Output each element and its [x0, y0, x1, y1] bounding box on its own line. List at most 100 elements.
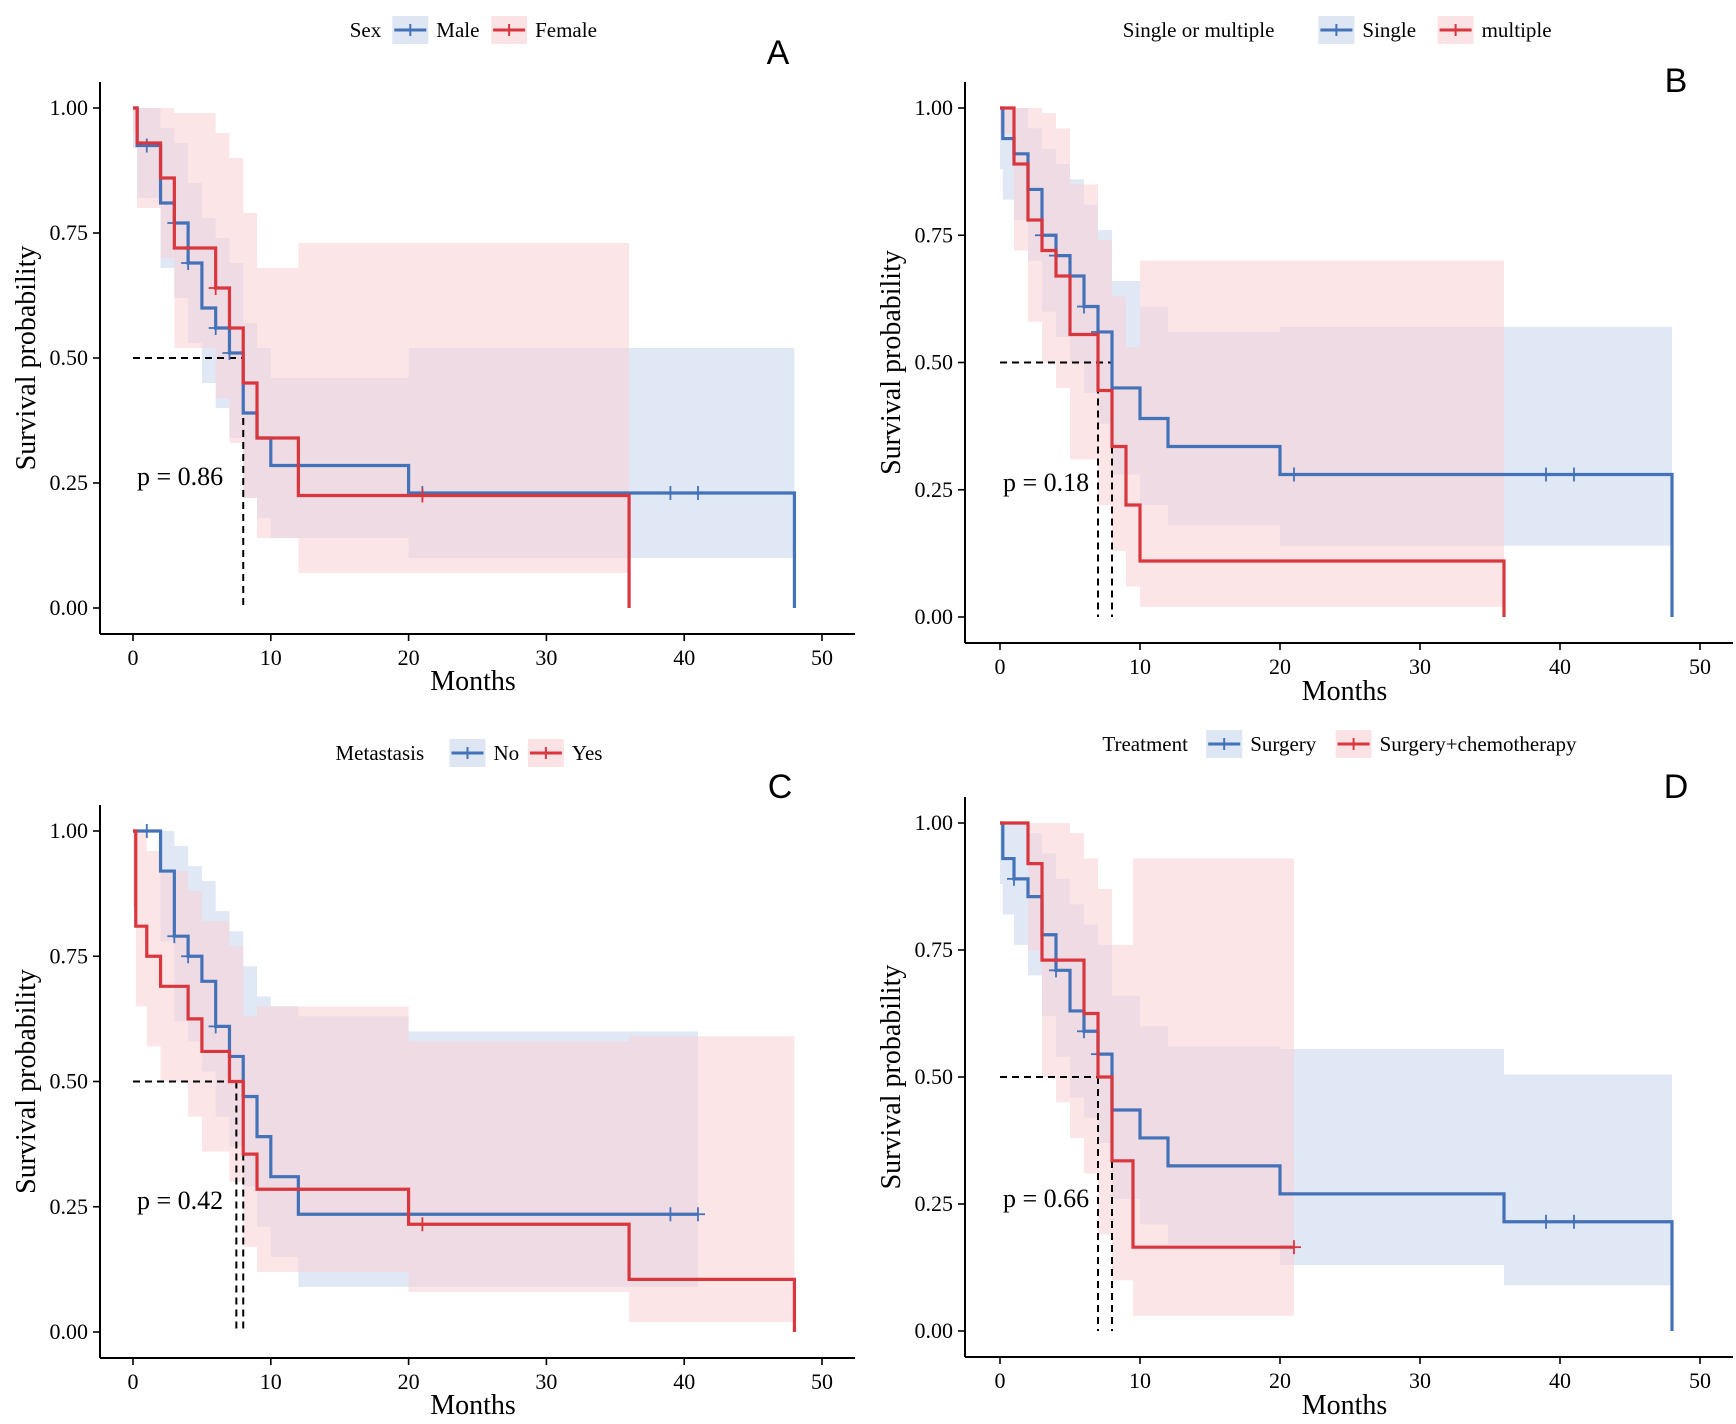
x-tick-label: 40 [1549, 1368, 1571, 1393]
censor-mark [167, 929, 182, 944]
legend: Metastasis No Yes [336, 739, 603, 767]
legend-label: Surgery [1250, 732, 1317, 756]
censor-mark [208, 281, 223, 295]
survival-curve-yes [133, 829, 797, 1332]
p-value-label: p = 0.86 [137, 462, 223, 491]
censor-mark [1567, 1214, 1581, 1229]
x-tick-label: 30 [535, 645, 557, 670]
x-tick-label: 0 [128, 1369, 139, 1394]
legend: Single or multiple Single multiple [1123, 16, 1552, 44]
censor-mark [1287, 467, 1301, 482]
y-tick-label: 0.50 [50, 1069, 89, 1094]
ci-band-female [133, 108, 630, 573]
censor-mark [181, 949, 196, 964]
y-tick-label: 0.00 [915, 1318, 954, 1343]
x-tick-label: 40 [673, 1369, 695, 1394]
y-axis-title: Survival probability [876, 250, 907, 475]
x-axis-title: Months [1302, 676, 1388, 707]
x-tick-label: 20 [398, 645, 420, 670]
censor-mark [690, 1207, 705, 1222]
legend-key-single [1318, 16, 1355, 44]
legend-title: Single or multiple [1123, 18, 1275, 42]
legend: Treatment Surgery Surgery+chemotherapy [1102, 730, 1577, 758]
ci-band-yes [133, 831, 795, 1322]
survival-curve-multiple [1000, 106, 1506, 617]
legend-title: Sex [350, 18, 382, 42]
y-tick-label: 0.00 [50, 1319, 89, 1344]
survival-curve-single [1000, 106, 1674, 617]
x-tick-label: 0 [995, 1368, 1006, 1393]
panel-A: 0.00 0.25 0.50 0.75 1.00 0 10 20 30 40 50 Months Sur… [11, 16, 855, 697]
y-tick-label: 0.00 [50, 595, 89, 620]
x-tick-label: 20 [1269, 1368, 1291, 1393]
legend-label: Yes [572, 741, 603, 765]
censor-mark [690, 486, 705, 500]
x-tick-label: 0 [995, 654, 1006, 679]
p-value-label: p = 0.42 [137, 1186, 223, 1215]
panel-D: 0.00 0.25 0.50 0.75 1.00 0 10 20 30 40 50 Months Sur… [876, 730, 1733, 1421]
x-tick-label: 10 [260, 645, 282, 670]
y-tick-label: 0.25 [915, 477, 954, 502]
y-tick-label: 0.25 [915, 1191, 954, 1216]
x-tick-label: 10 [1129, 654, 1151, 679]
y-tick-label: 1.00 [915, 95, 954, 120]
legend-label: Male [436, 18, 479, 42]
panel-letter: C [768, 768, 793, 806]
x-tick-label: 40 [1549, 654, 1571, 679]
x-tick-label: 50 [1689, 1368, 1711, 1393]
censor-mark [1287, 1240, 1301, 1255]
legend-key-surgery [1206, 730, 1243, 758]
y-tick-label: 0.75 [915, 937, 954, 962]
ci-band-surgery-chemotherapy [1000, 823, 1294, 1316]
y-tick-label: 0.50 [50, 345, 89, 370]
y-axis-title: Survival probability [11, 969, 42, 1194]
censor-mark [415, 1217, 430, 1232]
p-value-label: p = 0.18 [1003, 468, 1089, 497]
x-tick-label: 40 [673, 645, 695, 670]
legend-key-surgery-chemotherapy [1335, 730, 1372, 758]
x-axis-title: Months [1302, 1390, 1388, 1421]
censor-mark [1539, 467, 1553, 482]
censor-mark [663, 486, 678, 500]
legend-key-female [491, 16, 528, 44]
y-tick-label: 1.00 [915, 810, 954, 835]
legend-label: multiple [1482, 18, 1552, 42]
x-tick-label: 30 [535, 1369, 557, 1394]
y-axis-title: Survival probability [11, 246, 42, 471]
y-tick-label: 0.50 [915, 350, 954, 375]
survival-curve-surgery-chemotherapy [1000, 821, 1294, 1249]
censor-mark [1007, 871, 1021, 886]
panel-letter: A [767, 34, 790, 72]
legend: Sex Male Female [350, 16, 597, 44]
x-axis-title: Months [430, 1390, 516, 1421]
legend-key-yes [527, 739, 564, 767]
panel-letter: D [1664, 768, 1689, 806]
legend-title: Metastasis [336, 741, 425, 765]
censor-mark [181, 256, 196, 270]
x-tick-label: 30 [1409, 1368, 1431, 1393]
x-tick-label: 50 [811, 1369, 833, 1394]
censor-mark [208, 1019, 223, 1034]
legend-key-male [392, 16, 429, 44]
legend-label: Female [535, 18, 597, 42]
censor-mark [139, 138, 154, 153]
y-tick-label: 0.00 [915, 604, 954, 629]
y-tick-label: 0.25 [50, 470, 89, 495]
x-tick-label: 20 [1269, 654, 1291, 679]
y-tick-label: 1.00 [50, 818, 89, 843]
censor-mark [1049, 963, 1063, 978]
censor-mark [663, 1207, 678, 1222]
y-tick-label: 0.25 [50, 1194, 89, 1219]
y-axis-title: Survival probability [876, 965, 907, 1190]
x-tick-label: 0 [128, 645, 139, 670]
panel-letter: B [1665, 62, 1688, 100]
panel-C: 0.00 0.25 0.50 0.75 1.00 0 10 20 30 40 50 Months Sur… [11, 739, 855, 1421]
censor-mark [1077, 299, 1091, 314]
censor-mark [1077, 1024, 1091, 1039]
legend-title: Treatment [1102, 732, 1188, 756]
survival-curve-female [133, 106, 631, 608]
x-tick-label: 50 [1689, 654, 1711, 679]
p-value-label: p = 0.66 [1003, 1184, 1089, 1213]
legend-key-no [449, 739, 486, 767]
